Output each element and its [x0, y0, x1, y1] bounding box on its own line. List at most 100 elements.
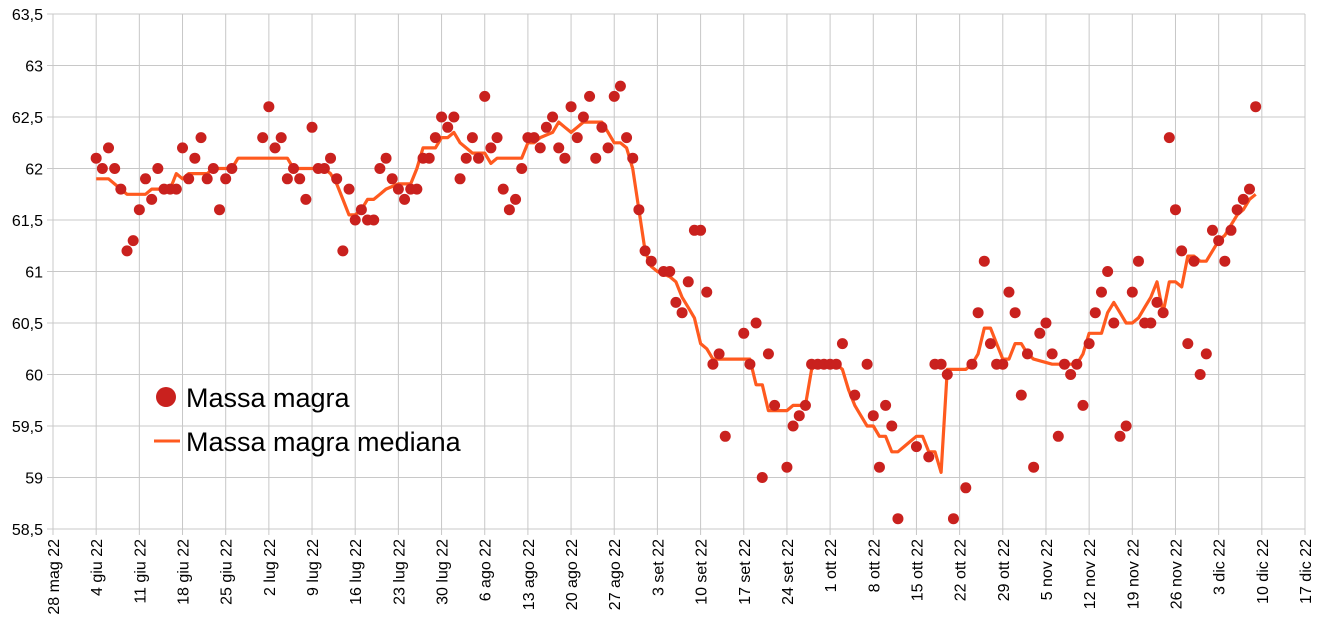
data-point: [189, 152, 201, 164]
data-point: [411, 183, 423, 195]
data-point: [201, 173, 213, 185]
x-tick-label: 8 ott 22: [866, 539, 883, 592]
data-point: [547, 111, 559, 123]
data-point: [676, 307, 688, 319]
x-tick-label: 10 set 22: [694, 539, 711, 605]
y-tick-label: 61,5: [12, 213, 43, 230]
data-point: [849, 389, 861, 401]
data-point: [1102, 266, 1114, 277]
y-tick-label: 59,5: [12, 419, 43, 436]
data-point: [294, 173, 306, 185]
x-tick-label: 13 ago 22: [521, 539, 538, 610]
x-tick-label: 9 lug 22: [305, 539, 322, 596]
x-tick-label: 19 nov 22: [1125, 539, 1142, 609]
y-tick-label: 58,5: [12, 522, 43, 539]
data-point: [399, 193, 411, 205]
data-point: [374, 163, 386, 174]
data-point: [1108, 317, 1120, 329]
data-point: [220, 173, 232, 185]
data-point: [1065, 369, 1077, 380]
x-tick-label: 18 giu 22: [176, 539, 193, 605]
data-point: [115, 183, 127, 195]
data-point: [701, 286, 713, 298]
legend: Massa magra Massa magra mediana: [154, 383, 462, 457]
data-point: [1194, 369, 1206, 380]
data-point: [1052, 430, 1064, 442]
data-point: [608, 90, 620, 102]
data-point: [707, 358, 719, 370]
data-point: [577, 111, 589, 123]
data-point: [423, 152, 435, 164]
data-point: [318, 163, 330, 174]
data-point: [670, 296, 682, 308]
data-point: [590, 152, 602, 164]
data-point: [584, 90, 596, 102]
y-tick-label: 62,5: [12, 110, 43, 127]
data-point: [910, 441, 922, 453]
data-point: [1213, 235, 1225, 247]
data-point: [485, 142, 497, 154]
data-point: [1095, 286, 1107, 298]
legend-marker-massa-magra: [156, 387, 176, 407]
data-point: [1077, 399, 1089, 411]
data-point: [257, 132, 269, 144]
data-point: [1021, 348, 1033, 360]
data-point: [695, 224, 707, 236]
data-point: [281, 173, 293, 185]
data-point: [614, 80, 626, 92]
data-point: [972, 307, 984, 319]
data-point: [1015, 389, 1027, 401]
data-point: [1120, 420, 1132, 432]
data-point: [861, 358, 873, 370]
data-point: [997, 358, 1009, 370]
data-point: [103, 142, 115, 154]
data-point: [429, 132, 441, 144]
data-point: [719, 430, 731, 442]
data-point: [534, 142, 546, 154]
x-tick-label: 12 nov 22: [1082, 539, 1099, 609]
data-point: [355, 204, 367, 216]
data-point: [140, 173, 152, 185]
data-point: [1219, 255, 1231, 267]
x-tick-label: 22 ott 22: [953, 539, 970, 601]
grid: [47, 13, 1306, 535]
data-point: [1046, 348, 1058, 360]
data-point: [269, 142, 281, 154]
data-point: [1237, 193, 1249, 205]
data-point: [436, 111, 448, 123]
data-point: [170, 183, 182, 195]
x-axis-ticks: 28 mag 22 4 giu 22 11 giu 22 18 giu 22 25 gi…: [46, 539, 1315, 615]
data-point: [1028, 461, 1040, 473]
x-tick-label: 16 lug 22: [348, 539, 365, 605]
data-point: [306, 121, 318, 133]
data-point: [836, 338, 848, 350]
x-tick-label: 17 dic 22: [1298, 539, 1315, 604]
data-point: [349, 214, 361, 226]
data-point: [214, 204, 226, 216]
y-tick-label: 61: [25, 265, 43, 282]
x-tick-label: 29 ott 22: [996, 539, 1013, 601]
data-point: [1176, 245, 1188, 257]
x-tick-label: 24 set 22: [780, 539, 797, 605]
data-point: [793, 410, 805, 422]
data-point: [121, 245, 133, 257]
x-tick-label: 4 giu 22: [89, 539, 106, 596]
y-tick-label: 62: [25, 162, 43, 179]
data-point: [682, 276, 694, 288]
data-point: [1200, 348, 1212, 360]
data-point: [947, 513, 959, 525]
data-point: [1034, 327, 1046, 339]
data-point: [1157, 307, 1169, 319]
data-point: [540, 121, 552, 133]
data-point: [1151, 296, 1163, 308]
data-point: [799, 399, 811, 411]
data-point: [491, 132, 503, 144]
data-point: [331, 173, 343, 185]
data-point: [503, 204, 515, 216]
legend-label-massa-magra: Massa magra: [186, 383, 351, 413]
data-point: [1231, 204, 1243, 216]
data-point: [923, 451, 935, 463]
y-tick-label: 63,5: [12, 7, 43, 24]
data-point: [479, 90, 491, 102]
data-point: [528, 132, 540, 144]
